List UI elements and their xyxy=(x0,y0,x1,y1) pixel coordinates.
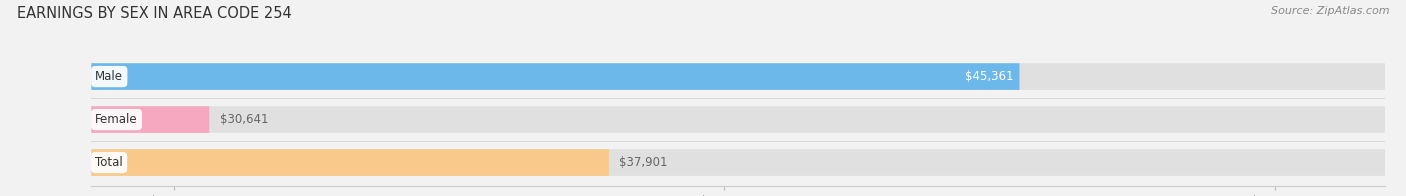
Text: $30,641: $30,641 xyxy=(219,113,269,126)
Text: EARNINGS BY SEX IN AREA CODE 254: EARNINGS BY SEX IN AREA CODE 254 xyxy=(17,6,291,21)
Text: $37,901: $37,901 xyxy=(619,156,668,169)
FancyBboxPatch shape xyxy=(91,149,609,176)
FancyBboxPatch shape xyxy=(91,106,1385,133)
FancyBboxPatch shape xyxy=(91,63,1385,90)
Text: $45,361: $45,361 xyxy=(965,70,1012,83)
FancyBboxPatch shape xyxy=(91,63,1019,90)
Text: Total: Total xyxy=(96,156,122,169)
Text: Male: Male xyxy=(96,70,124,83)
FancyBboxPatch shape xyxy=(91,106,209,133)
Text: Source: ZipAtlas.com: Source: ZipAtlas.com xyxy=(1271,6,1389,16)
FancyBboxPatch shape xyxy=(91,149,1385,176)
Text: Female: Female xyxy=(96,113,138,126)
